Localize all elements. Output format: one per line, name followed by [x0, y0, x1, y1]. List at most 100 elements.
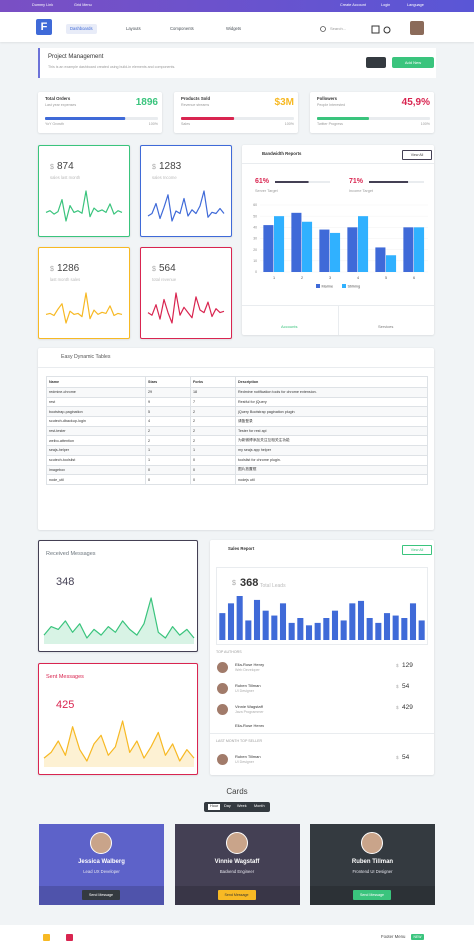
- nav-item[interactable]: Dashboards: [66, 24, 97, 35]
- view-all[interactable]: View All: [402, 150, 432, 160]
- bar: [279, 603, 287, 640]
- person-name: Vinnie Wagstaff: [235, 704, 263, 709]
- table-cell: 9: [145, 396, 191, 408]
- bar: [263, 225, 274, 272]
- top-link[interactable]: Dummy Link: [32, 3, 54, 7]
- divider: [242, 163, 434, 164]
- column-header[interactable]: Description: [235, 376, 428, 388]
- table-cell: 1: [145, 445, 191, 456]
- progress-foot: YoY Growth: [45, 122, 64, 126]
- profile-name: Jessica Walberg: [78, 859, 125, 865]
- table-cell: 2: [190, 425, 236, 437]
- card-title: Received Messages: [46, 551, 96, 557]
- currency: $: [232, 580, 236, 587]
- stat-label: total revenue: [152, 277, 177, 282]
- progress-foot: Sales: [181, 122, 190, 126]
- amount: 54: [402, 683, 410, 690]
- search[interactable]: Search...: [330, 26, 347, 31]
- bar: [271, 615, 278, 640]
- currency: $: [396, 705, 399, 710]
- bar: [302, 221, 313, 272]
- table-cell: 29: [145, 387, 191, 398]
- footer-menu[interactable]: Footer Menu: [381, 934, 406, 939]
- card-title: Sales Report: [228, 546, 255, 551]
- nav-item[interactable]: Layouts: [126, 26, 141, 31]
- top-link[interactable]: Login: [381, 3, 391, 7]
- bar: [314, 622, 321, 640]
- footer-icon: [43, 934, 50, 941]
- send-button[interactable]: Send Message: [217, 890, 256, 900]
- target-progress: [369, 181, 424, 183]
- profile-avatar: [90, 832, 112, 854]
- stat-value: 874: [57, 161, 74, 172]
- send-button[interactable]: Send Message: [82, 890, 120, 900]
- line: [45, 292, 123, 324]
- table-cell: 5: [145, 406, 191, 418]
- table-cell: imagebox: [46, 464, 146, 476]
- table-row: rest 9 7 Restful for jQuery: [46, 396, 428, 408]
- bar: [297, 618, 304, 640]
- currency: $: [152, 266, 156, 273]
- y-tick-label: 60: [253, 203, 257, 207]
- table-cell: scutech-dbackup-login: [46, 416, 146, 427]
- tab[interactable]: Month: [254, 804, 265, 808]
- bar-chart: 0 10 20 30 40 50 60 1 2 3 4 5 6 Marine Striking: [253, 203, 428, 289]
- person-role: UI Designer: [235, 760, 254, 764]
- progress-foot: Twitter Progress: [317, 122, 343, 126]
- section-title: Cards: [226, 787, 248, 796]
- tab[interactable]: Day: [224, 804, 231, 808]
- x-tick-label: 4: [357, 276, 359, 280]
- tab[interactable]: Accounts: [281, 324, 298, 329]
- bar: [253, 599, 261, 640]
- divider: [38, 367, 434, 368]
- table-cell: 0: [145, 474, 191, 485]
- tab[interactable]: Services: [378, 324, 394, 329]
- progress-bar: [369, 181, 409, 183]
- section-label: LAST MONTH TOP SELLER: [216, 739, 263, 743]
- top-link[interactable]: Create Account: [340, 3, 366, 7]
- area: [44, 721, 194, 767]
- send-button[interactable]: Send Message: [353, 890, 391, 900]
- table-cell: my seajs app helper: [235, 445, 428, 456]
- bar: [357, 600, 365, 640]
- message-value: 425: [56, 699, 75, 711]
- tab[interactable]: Week: [237, 804, 247, 808]
- line: [147, 292, 225, 324]
- header-row: Name Stars Forks Description: [46, 376, 428, 388]
- grid-icon: [371, 25, 380, 34]
- card-title: Bandwidth Reports: [262, 151, 302, 156]
- bar: [319, 229, 330, 272]
- bar: [358, 216, 369, 272]
- top-link[interactable]: Language: [407, 3, 424, 7]
- table-row: bootstrap-pagination 5 2 jQuery Bootstrap p…: [46, 406, 428, 418]
- add-button[interactable]: Add New: [392, 57, 434, 68]
- table-cell: nodejs util: [235, 474, 428, 485]
- sparkline: [45, 190, 123, 222]
- column-header[interactable]: Stars: [145, 376, 191, 388]
- y-tick-label: 20: [253, 248, 257, 252]
- logo[interactable]: F: [36, 19, 52, 35]
- stat-card: [38, 145, 130, 237]
- message-value: 348: [56, 576, 75, 588]
- nav-icons: [320, 25, 391, 34]
- nav-item[interactable]: Components: [170, 26, 194, 31]
- table-cell: rest-tester: [46, 425, 146, 437]
- y-tick-label: 50: [253, 214, 257, 218]
- view-all[interactable]: View All: [402, 545, 432, 555]
- target-value: 71%: [349, 178, 364, 185]
- nav-item[interactable]: Widgets: [226, 26, 242, 31]
- column-header[interactable]: Forks: [190, 376, 236, 388]
- tab[interactable]: Hour: [208, 804, 221, 810]
- bar: [375, 247, 386, 272]
- table-cell: 1: [190, 445, 236, 456]
- bar: [331, 610, 339, 640]
- column-header[interactable]: Name: [46, 376, 146, 388]
- star-button[interactable]: [366, 57, 386, 68]
- line: [43, 720, 195, 762]
- top-link[interactable]: Grid Menu: [74, 3, 92, 7]
- avatar[interactable]: [410, 21, 424, 35]
- divider: [210, 733, 434, 734]
- profile-avatar: [361, 832, 383, 854]
- target-label: Server Target: [255, 189, 278, 193]
- sparkline: [45, 292, 123, 324]
